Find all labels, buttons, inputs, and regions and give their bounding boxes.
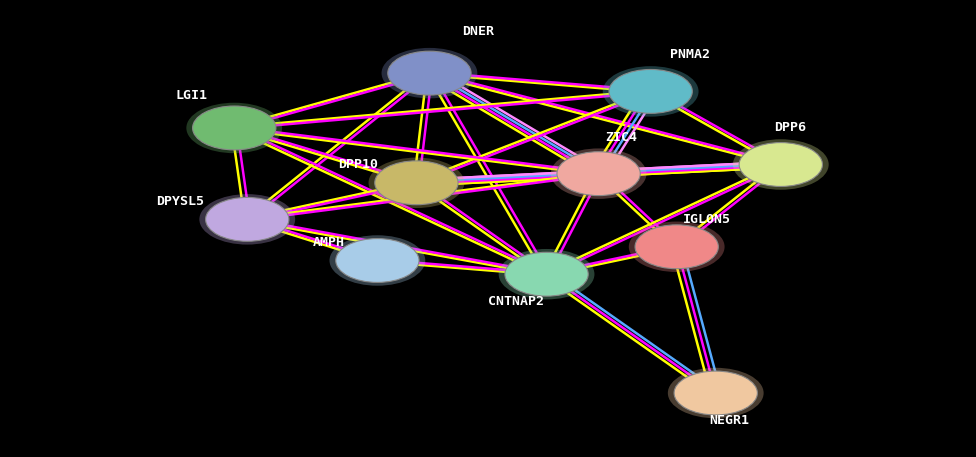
Text: IGLON5: IGLON5 [683,213,731,226]
Ellipse shape [382,48,477,98]
Ellipse shape [336,239,419,282]
Ellipse shape [186,103,282,153]
Ellipse shape [557,152,640,196]
Text: DPYSL5: DPYSL5 [156,195,204,207]
Ellipse shape [550,149,646,199]
Text: CNTNAP2: CNTNAP2 [488,295,544,308]
Ellipse shape [668,368,763,418]
Ellipse shape [192,106,276,150]
Ellipse shape [330,235,426,286]
Text: PNMA2: PNMA2 [671,48,711,61]
Ellipse shape [635,225,718,269]
Ellipse shape [739,143,823,186]
Text: NEGR1: NEGR1 [710,414,750,427]
Ellipse shape [629,222,724,272]
Ellipse shape [603,66,699,117]
Ellipse shape [674,371,757,415]
Text: ZIC4: ZIC4 [605,131,637,143]
Ellipse shape [199,194,295,244]
Ellipse shape [499,249,594,299]
Ellipse shape [733,139,829,190]
Text: DPP6: DPP6 [774,122,806,134]
Text: AMPH: AMPH [312,236,345,249]
Text: DNER: DNER [462,26,494,38]
Ellipse shape [369,158,465,208]
Ellipse shape [505,252,589,296]
Text: DPP10: DPP10 [339,158,379,171]
Text: LGI1: LGI1 [176,90,208,102]
Ellipse shape [375,161,458,205]
Ellipse shape [387,51,471,95]
Ellipse shape [609,69,692,113]
Ellipse shape [206,197,289,241]
